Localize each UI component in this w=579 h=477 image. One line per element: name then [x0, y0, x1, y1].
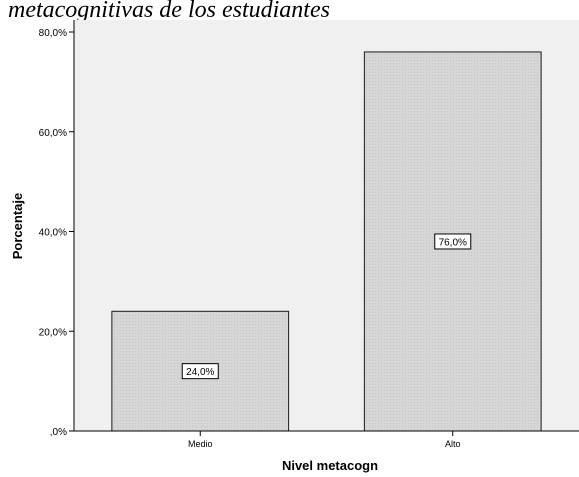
page-title-fragment: metacognitivas de los estudiantes — [8, 0, 330, 23]
x-tick-label-alto: Alto — [445, 439, 461, 449]
x-axis-title: Nivel metacogn — [282, 458, 378, 473]
y-tick-label: 60,0% — [39, 128, 67, 139]
data-label-medio: 24,0% — [186, 367, 214, 378]
bars-group: 24,0% 76,0% — [111, 51, 542, 432]
data-label-box-alto — [434, 233, 472, 250]
y-axis-title: Porcentaje — [10, 193, 25, 259]
y-axis: ,0% 20,0% 40,0% 60,0% 80,0% — [39, 20, 75, 438]
data-label-alto: 76,0% — [439, 237, 467, 248]
y-tick-label: ,0% — [50, 427, 67, 438]
y-tick-label: 20,0% — [39, 327, 67, 338]
x-tick-label-medio: Medio — [188, 439, 213, 449]
x-axis: Medio Alto — [74, 430, 579, 449]
data-label-box-medio — [181, 363, 219, 380]
y-tick-label: 80,0% — [39, 28, 67, 39]
y-tick-label: 40,0% — [39, 228, 67, 239]
